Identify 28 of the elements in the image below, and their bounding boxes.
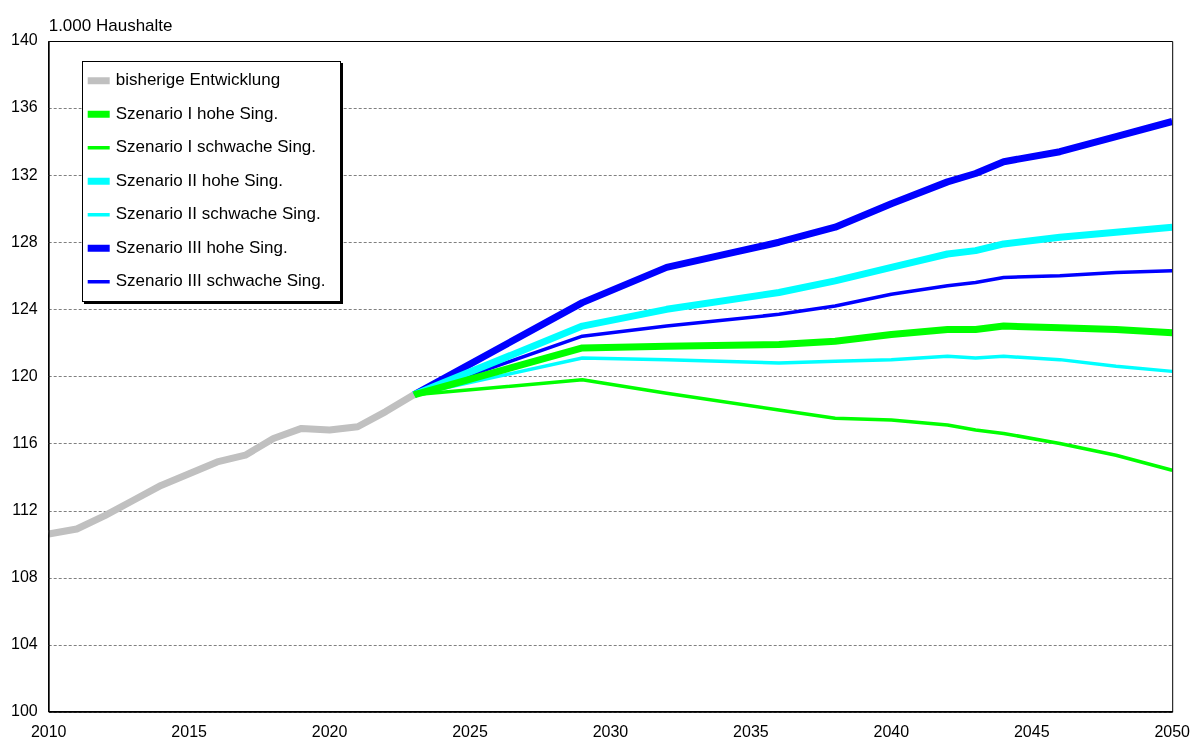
legend-label: bisherige Entwicklung xyxy=(115,70,281,90)
x-tick-label: 2045 xyxy=(1013,722,1050,740)
y-tick-label: 100 xyxy=(10,702,38,720)
legend-label: Szenario I hohe Sing. xyxy=(115,103,279,123)
legend-label: Szenario I schwache Sing. xyxy=(115,137,317,157)
x-tick-label: 2035 xyxy=(733,722,769,740)
y-tick-label: 136 xyxy=(10,98,38,116)
x-tick-label: 2030 xyxy=(592,722,629,740)
x-tick-label: 2025 xyxy=(452,722,488,740)
x-tick-label: 2040 xyxy=(873,722,910,740)
y-tick-label: 108 xyxy=(10,568,38,586)
legend-label: Szenario III hohe Sing. xyxy=(115,237,288,257)
y-axis-title: 1.000 Haushalte xyxy=(48,16,173,36)
y-tick-label: 104 xyxy=(10,635,38,653)
legend-label: Szenario III schwache Sing. xyxy=(115,271,326,291)
x-tick-label: 2050 xyxy=(1154,722,1191,740)
x-tick-label: 2020 xyxy=(311,722,348,740)
y-tick-label: 120 xyxy=(10,366,38,384)
y-tick-label: 128 xyxy=(10,232,38,250)
y-tick-label: 116 xyxy=(12,433,38,451)
x-tick-label: 2010 xyxy=(30,722,67,740)
x-tick-label: 2015 xyxy=(171,722,208,740)
legend-label: Szenario II schwache Sing. xyxy=(115,204,321,224)
y-tick-label: 132 xyxy=(10,165,38,183)
y-tick-label: 140 xyxy=(10,31,38,49)
legend-label: Szenario II hohe Sing. xyxy=(115,170,283,190)
y-tick-label: 124 xyxy=(10,299,38,317)
y-tick-label: 112 xyxy=(12,500,38,518)
